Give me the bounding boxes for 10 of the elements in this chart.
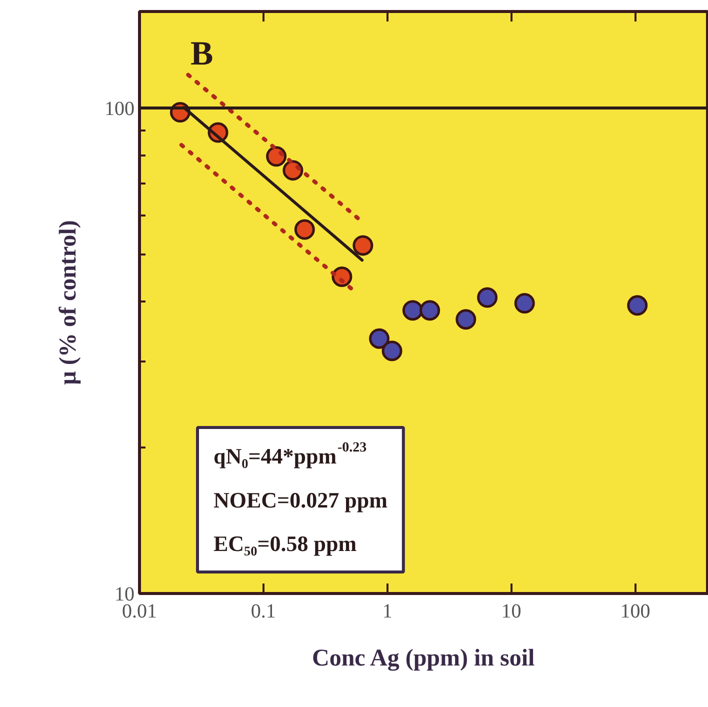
annotation: NOEC=0.027 ppm bbox=[214, 487, 388, 512]
annotation: EC₅₀=0.58 ppm bbox=[214, 531, 357, 556]
x-tick-label: 1 bbox=[382, 600, 392, 622]
x-tick-label: 0.01 bbox=[122, 600, 157, 622]
x-tick-label: 100 bbox=[620, 600, 650, 622]
x-tick-label: 0.1 bbox=[250, 600, 276, 622]
annotation: B bbox=[190, 36, 214, 72]
y-axis-title: µ (% of control) bbox=[56, 220, 82, 385]
x-tick-label: 10 bbox=[501, 600, 522, 622]
x-axis-title: Conc Ag (ppm) in soil bbox=[312, 646, 536, 672]
